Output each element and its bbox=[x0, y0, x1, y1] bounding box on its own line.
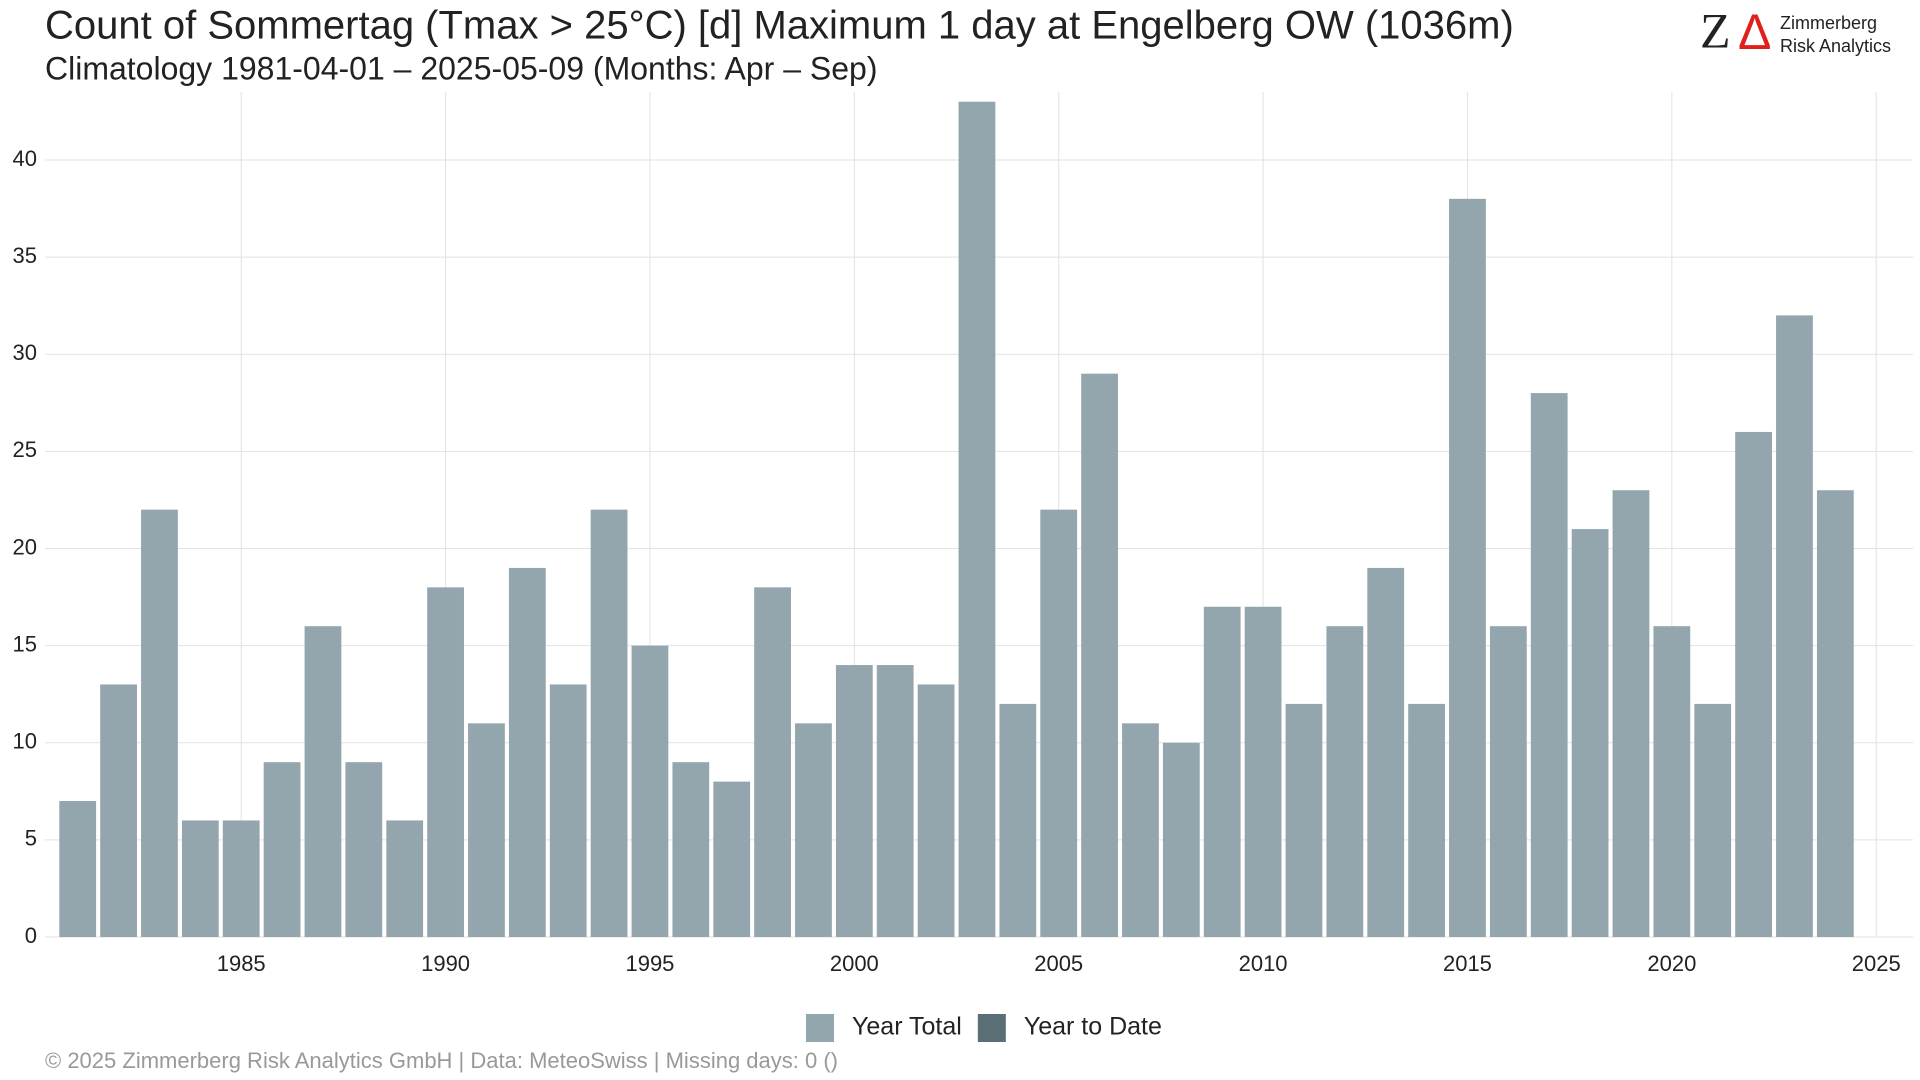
y-tick-label: 35 bbox=[13, 243, 37, 268]
bar bbox=[1571, 529, 1609, 937]
legend-swatch bbox=[806, 1014, 834, 1042]
chart-subtitle: Climatology 1981-04-01 – 2025-05-09 (Mon… bbox=[45, 50, 877, 86]
chart-title: Count of Sommertag (Tmax > 25°C) [d] Max… bbox=[45, 4, 1514, 48]
bar bbox=[427, 587, 464, 937]
y-tick-label: 0 bbox=[25, 923, 37, 948]
x-tick-label: 1995 bbox=[625, 951, 674, 976]
bar bbox=[917, 684, 955, 937]
x-tick-label: 2020 bbox=[1647, 951, 1696, 976]
bar bbox=[631, 645, 669, 937]
bar bbox=[835, 665, 873, 937]
bar bbox=[1285, 703, 1323, 937]
logo-mark: Z bbox=[1700, 2, 1731, 58]
x-tick-label: 2000 bbox=[830, 951, 879, 976]
bar bbox=[1326, 626, 1364, 937]
bar bbox=[1449, 198, 1486, 937]
x-tick-label: 2005 bbox=[1034, 951, 1083, 976]
x-tick-label: 2025 bbox=[1852, 951, 1901, 976]
bar bbox=[1612, 490, 1650, 937]
bar bbox=[1530, 393, 1568, 938]
y-tick-label: 25 bbox=[13, 437, 37, 462]
bar bbox=[754, 587, 791, 937]
y-tick-label: 30 bbox=[13, 340, 37, 365]
bar bbox=[672, 762, 710, 937]
bar bbox=[876, 665, 914, 937]
bar bbox=[1489, 626, 1527, 937]
bar bbox=[999, 703, 1037, 937]
footer: © 2025 Zimmerberg Risk Analytics GmbH | … bbox=[45, 1048, 838, 1073]
bar bbox=[1081, 373, 1118, 938]
bar bbox=[181, 820, 219, 937]
bar bbox=[304, 626, 342, 937]
x-tick-label: 1990 bbox=[421, 951, 470, 976]
y-tick-label: 40 bbox=[13, 146, 37, 171]
y-tick-label: 20 bbox=[13, 534, 37, 559]
bar bbox=[1367, 567, 1405, 937]
y-tick-label: 5 bbox=[25, 826, 37, 851]
bar bbox=[1040, 509, 1078, 937]
logo-text: Zimmerberg bbox=[1780, 13, 1877, 33]
bar bbox=[713, 781, 751, 937]
legend-swatch bbox=[977, 1014, 1006, 1042]
bar bbox=[1653, 626, 1691, 937]
bar bbox=[1816, 490, 1854, 937]
bar bbox=[795, 723, 832, 937]
logo-mark: Δ bbox=[1738, 4, 1771, 60]
bar bbox=[263, 762, 301, 937]
x-tick-label: 1985 bbox=[217, 951, 266, 976]
bar bbox=[1408, 703, 1445, 937]
bar bbox=[958, 101, 996, 937]
bar bbox=[100, 684, 137, 937]
bar bbox=[1776, 315, 1813, 937]
bar bbox=[1244, 606, 1282, 937]
logo-text: Risk Analytics bbox=[1780, 36, 1891, 56]
x-tick-label: 2010 bbox=[1239, 951, 1288, 976]
bar bbox=[508, 567, 546, 937]
y-tick-label: 10 bbox=[13, 729, 37, 754]
bar bbox=[59, 801, 97, 937]
bar bbox=[1162, 742, 1200, 937]
bar bbox=[1694, 703, 1732, 937]
bar bbox=[1203, 606, 1241, 937]
legend-label: Year Total bbox=[852, 1013, 962, 1041]
bar bbox=[1122, 723, 1159, 937]
bar bbox=[1735, 431, 1772, 937]
bar bbox=[549, 684, 587, 937]
bar bbox=[345, 762, 383, 937]
bar bbox=[590, 509, 628, 937]
bar bbox=[386, 820, 424, 937]
y-tick-label: 15 bbox=[13, 631, 37, 656]
bar bbox=[222, 820, 260, 937]
bar bbox=[468, 723, 505, 937]
x-tick-label: 2015 bbox=[1443, 951, 1492, 976]
legend-label: Year to Date bbox=[1024, 1013, 1162, 1041]
bar bbox=[141, 509, 178, 937]
